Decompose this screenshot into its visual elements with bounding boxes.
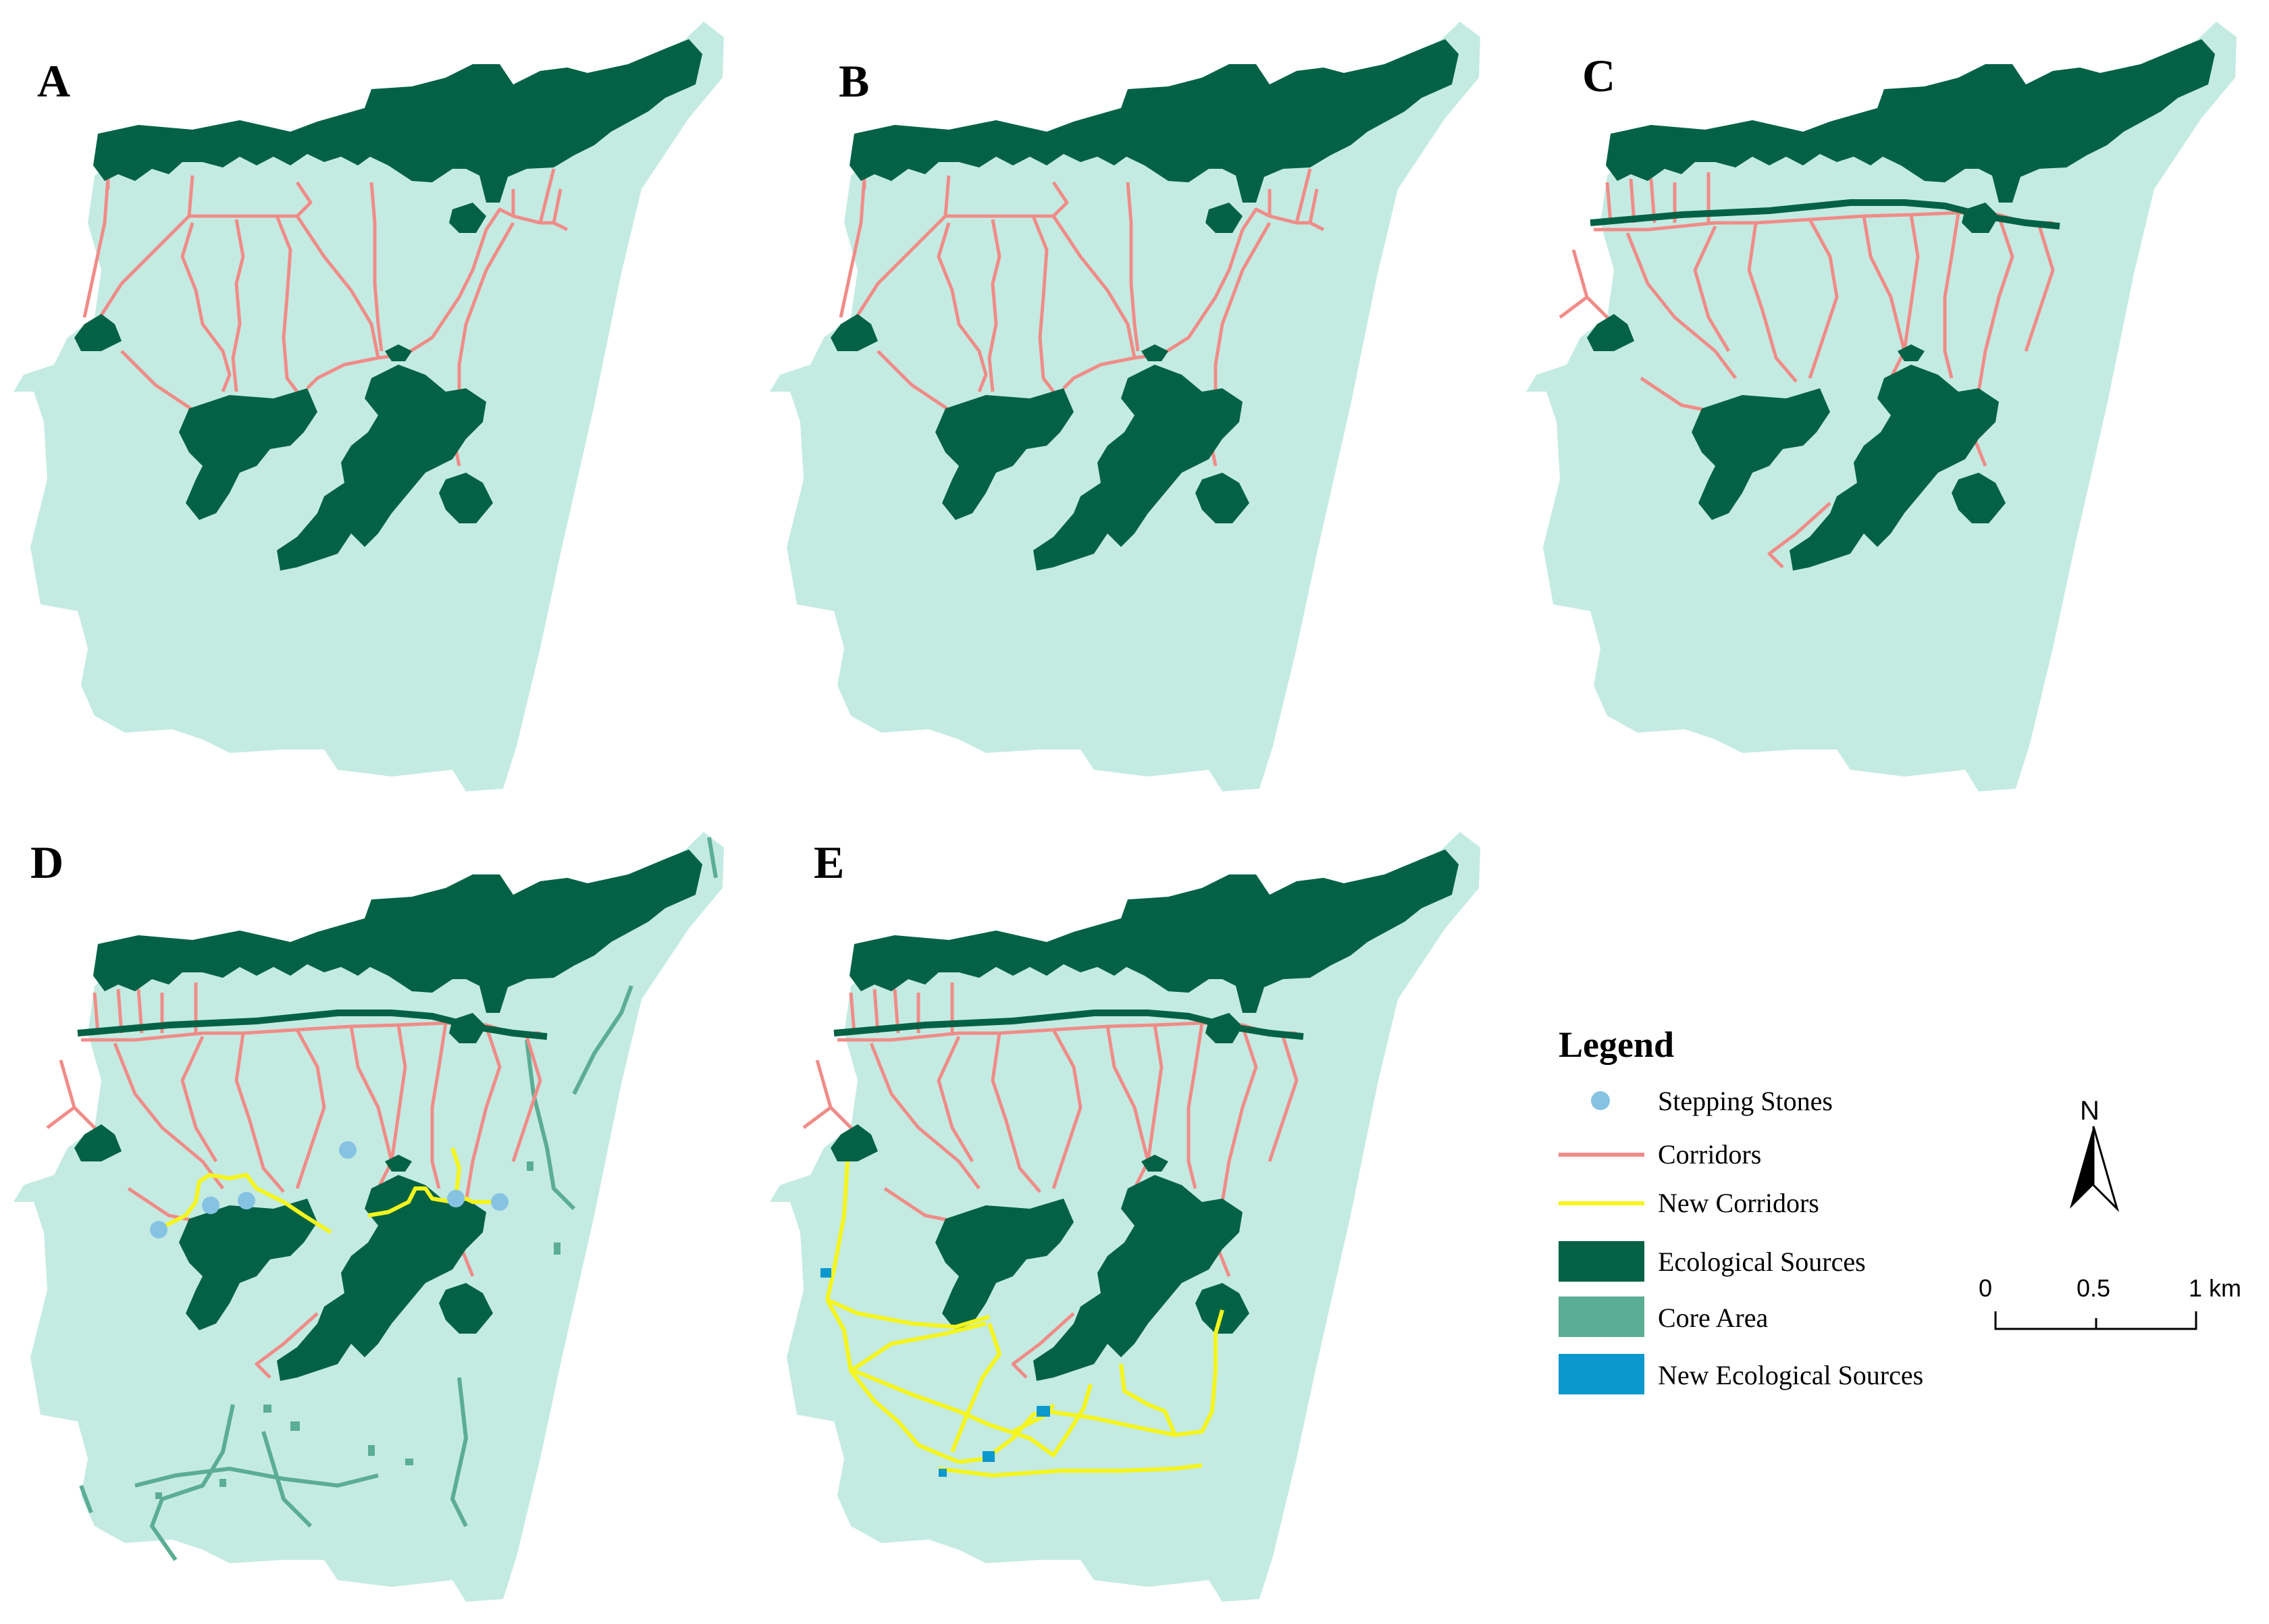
core-area-layer (79, 837, 718, 1561)
north-label: N (2080, 1096, 2100, 1126)
panel-letter-a: A (37, 55, 70, 107)
panel-letter-b: B (839, 55, 869, 107)
legend-label-ecological-sources: Ecological Sources (1658, 1247, 1866, 1277)
stepping-stones-layer (150, 1141, 508, 1238)
stepping-stone (202, 1197, 219, 1214)
stepping-stone (150, 1221, 167, 1238)
new-ecological-source (983, 1451, 995, 1462)
new-ecological-sources-swatch (1559, 1354, 1644, 1394)
map-panel-a: A (14, 22, 724, 791)
legend-label-stepping-stones: Stepping Stones (1658, 1086, 1833, 1116)
stepping-stone (238, 1192, 255, 1209)
new-ecological-source (1037, 1406, 1050, 1417)
map-panel-e: E (770, 832, 1480, 1602)
panel-letter-c: C (1582, 50, 1615, 101)
stepping-stone (447, 1190, 465, 1207)
core-area-patches (155, 1161, 560, 1499)
north-arrow-icon (2070, 1126, 2120, 1213)
map-panel-b: B (770, 22, 1480, 791)
scale-tick-label-1km: 1 km (2189, 1274, 2241, 1302)
scale-bar-line (1994, 1311, 2197, 1330)
map-panel-d: D (14, 832, 724, 1602)
stepping-stone (491, 1193, 508, 1211)
new-ecological-sources-layer (820, 1268, 1050, 1477)
panel-letter-d: D (30, 837, 63, 888)
legend-label-corridors: Corridors (1658, 1139, 1761, 1170)
north-arrow: N (2070, 1096, 2120, 1213)
stepping-stone (339, 1141, 357, 1159)
map-panel-c: C (1526, 22, 2237, 791)
scale-bar: 0 0.5 1 km (1979, 1274, 2241, 1330)
core-area-swatch (1559, 1296, 1644, 1337)
scale-tick-label-0: 0 (1979, 1274, 1992, 1302)
new-corridors-layer (157, 1147, 501, 1234)
new-ecological-source (939, 1469, 947, 1477)
legend-label-new-ecological-sources: New Ecological Sources (1658, 1360, 1923, 1390)
new-ecological-source (820, 1268, 831, 1278)
legend-label-new-corridors: New Corridors (1658, 1188, 1819, 1218)
ecological-sources-swatch (1559, 1241, 1644, 1282)
stepping-stones-swatch (1591, 1091, 1610, 1110)
legend-title: Legend (1559, 1024, 1674, 1065)
new-corridors-layer (825, 1161, 1224, 1477)
legend-label-core-area: Core Area (1658, 1303, 1769, 1333)
legend: Legend Stepping Stones Corridors New Cor… (1559, 1024, 1923, 1394)
scale-tick-label-0-5: 0.5 (2077, 1274, 2110, 1302)
panel-letter-e: E (814, 837, 844, 888)
